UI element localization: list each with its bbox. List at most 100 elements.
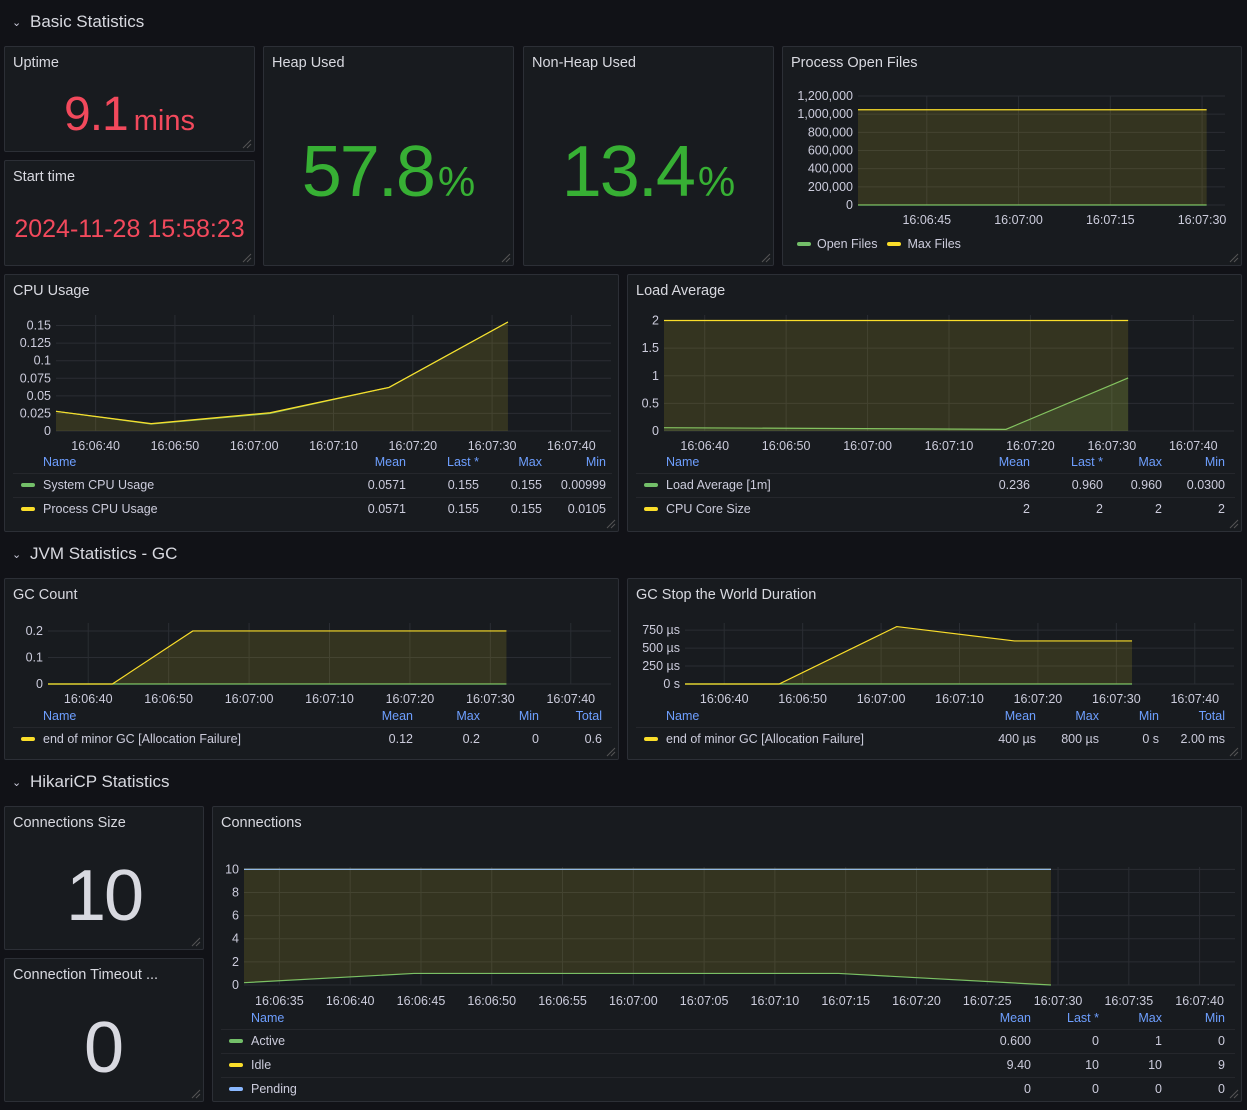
legend-header-max[interactable]: Max xyxy=(456,709,480,723)
resize-handle-icon[interactable] xyxy=(1229,747,1239,757)
legend-header-max[interactable]: Max xyxy=(1075,709,1099,723)
start-time-panel[interactable]: Start time 2024-11-28 15:58:23 xyxy=(4,160,255,266)
resize-handle-icon[interactable] xyxy=(1229,253,1239,263)
resize-handle-icon[interactable] xyxy=(1229,1089,1239,1099)
y-tick-label: 0.5 xyxy=(642,396,659,410)
legend-header-min[interactable]: Min xyxy=(518,709,539,723)
legend-header-mean[interactable]: Mean xyxy=(999,1011,1031,1025)
legend-row[interactable]: end of minor GC [Allocation Failure] 0.12… xyxy=(13,727,612,749)
legend-header-max[interactable]: Max xyxy=(1138,455,1162,469)
legend-header-mean[interactable]: Mean xyxy=(374,455,406,469)
legend-header-name[interactable]: Name xyxy=(666,455,700,469)
legend-header: Name Mean Last * Max Min xyxy=(213,1011,1241,1029)
legend-header-mean[interactable]: Mean xyxy=(1004,709,1036,723)
heap-used-panel[interactable]: Heap Used 57.8% xyxy=(263,46,514,266)
legend-header-max[interactable]: Max xyxy=(1138,1011,1162,1025)
process-open-files-panel[interactable]: Process Open Files 1,200,000 1,000,000 800… xyxy=(782,46,1242,266)
gc-stw-chart[interactable]: 750 µs 500 µs 250 µs 0 s 16:06:40 16:06:50 16:… xyxy=(628,623,1242,713)
legend-header-max[interactable]: Max xyxy=(518,455,542,469)
panel-title: GC Count xyxy=(13,587,78,603)
cpu-usage-chart[interactable]: 0.15 0.125 0.1 0.075 0.05 0.025 0 16:06:40 16:06… xyxy=(5,315,619,457)
connections-chart[interactable]: 10 8 6 4 2 0 16:06:35 16:06:40 16:06:45 16:06:50 1… xyxy=(213,857,1242,1007)
legend-header-min[interactable]: Min xyxy=(1204,1011,1225,1025)
section-jvm-statistics-gc[interactable]: ⌄ JVM Statistics - GC xyxy=(12,542,177,566)
legend-header-last[interactable]: Last * xyxy=(1071,455,1103,469)
legend-row[interactable]: Active 0.600 0 1 0 xyxy=(221,1029,1235,1051)
resize-handle-icon[interactable] xyxy=(501,253,511,263)
x-tick-label: 16:07:40 xyxy=(1170,692,1219,706)
legend-value: 2 xyxy=(1218,502,1225,516)
connections-panel[interactable]: Connections 10 8 6 4 2 0 16:06:35 16:06:40 16:06… xyxy=(212,806,1242,1102)
series-line[interactable] xyxy=(685,625,1133,685)
legend-value: 0.0571 xyxy=(367,478,406,492)
legend-row[interactable]: end of minor GC [Allocation Failure] 400 … xyxy=(636,727,1235,749)
legend-swatch xyxy=(887,242,902,246)
legend-value: 0 xyxy=(1092,1082,1099,1096)
legend-header-mean[interactable]: Mean xyxy=(998,455,1030,469)
open-files-chart[interactable]: 1,200,000 1,000,000 800,000 600,000 400,000 2… xyxy=(783,77,1242,237)
section-basic-statistics[interactable]: ⌄ Basic Statistics xyxy=(12,10,144,34)
x-tick-label: 16:06:45 xyxy=(902,213,951,227)
legend-value: 0.600 xyxy=(999,1034,1031,1048)
legend-item-max-files[interactable]: Max Files xyxy=(887,237,961,251)
panel-title: Uptime xyxy=(13,55,59,71)
legend-row[interactable]: Load Average [1m] 0.236 0.960 0.960 0.0300 xyxy=(636,473,1235,495)
legend-header-min[interactable]: Min xyxy=(585,455,606,469)
resize-handle-icon[interactable] xyxy=(606,747,616,757)
legend-item-open-files[interactable]: Open Files xyxy=(797,237,877,251)
legend-value: 0.155 xyxy=(510,502,542,516)
legend-swatch xyxy=(21,507,35,511)
gc-count-panel[interactable]: GC Count 0.2 0.1 0 16:06:40 16:06:50 16:07:00… xyxy=(4,578,619,760)
gc-stop-the-world-panel[interactable]: GC Stop the World Duration 750 µs 500 µs 2… xyxy=(627,578,1242,760)
gc-count-chart[interactable]: 0.2 0.1 0 16:06:40 16:06:50 16:07:00 16:07:10 1… xyxy=(5,623,619,713)
legend-row[interactable]: System CPU Usage 0.0571 0.155 0.155 0.00999 xyxy=(13,473,612,495)
section-title: HikariCP Statistics xyxy=(30,772,170,791)
x-tick-label: 16:06:50 xyxy=(144,692,193,706)
legend-header-total[interactable]: Total xyxy=(575,709,602,723)
legend-header-min[interactable]: Min xyxy=(1138,709,1159,723)
section-title: Basic Statistics xyxy=(30,12,145,31)
legend-row[interactable]: Process CPU Usage 0.0571 0.155 0.155 0.0105 xyxy=(13,497,612,519)
legend-header-name[interactable]: Name xyxy=(251,1011,285,1025)
series-line[interactable] xyxy=(55,321,509,425)
legend-row[interactable]: Idle 9.40 10 10 9 xyxy=(221,1053,1235,1075)
legend-header-min[interactable]: Min xyxy=(1204,455,1225,469)
legend-value: 0.6 xyxy=(584,732,602,746)
uptime-value: 9.1 mins xyxy=(5,87,254,142)
y-tick-label: 0.075 xyxy=(20,371,51,385)
resize-handle-icon[interactable] xyxy=(242,253,252,263)
uptime-panel[interactable]: Uptime 9.1 mins xyxy=(4,46,255,152)
connections-size-panel[interactable]: Connections Size 10 xyxy=(4,806,204,950)
series-line[interactable] xyxy=(663,377,1129,430)
resize-handle-icon[interactable] xyxy=(191,937,201,947)
resize-handle-icon[interactable] xyxy=(606,519,616,529)
chevron-down-icon: ⌄ xyxy=(12,16,22,29)
y-tick-label: 200,000 xyxy=(808,180,853,194)
cpu-usage-panel[interactable]: CPU Usage 0.15 0.125 0.1 0.075 0.05 0.025 0 16:… xyxy=(4,274,619,532)
load-average-panel[interactable]: Load Average 2 1.5 1 0.5 0 16:06:40 16:06:50 16… xyxy=(627,274,1242,532)
resize-handle-icon[interactable] xyxy=(191,1089,201,1099)
legend-header-total[interactable]: Total xyxy=(1198,709,1225,723)
legend-row[interactable]: Pending 0 0 0 0 xyxy=(221,1077,1235,1099)
connection-timeout-panel[interactable]: Connection Timeout ... 0 xyxy=(4,958,204,1102)
legend-header-name[interactable]: Name xyxy=(43,455,77,469)
panel-title: GC Stop the World Duration xyxy=(636,587,817,603)
resize-handle-icon[interactable] xyxy=(1229,519,1239,529)
legend-value: 0.00999 xyxy=(560,478,606,492)
legend-header-last[interactable]: Last * xyxy=(1067,1011,1099,1025)
series-line[interactable] xyxy=(243,972,1051,986)
load-average-chart[interactable]: 2 1.5 1 0.5 0 16:06:40 16:06:50 16:07:00 16:07:1… xyxy=(628,315,1242,457)
legend-header-last[interactable]: Last * xyxy=(447,455,479,469)
non-heap-used-panel[interactable]: Non-Heap Used 13.4% xyxy=(523,46,774,266)
section-hikaricp-statistics[interactable]: ⌄ HikariCP Statistics xyxy=(12,770,170,794)
series-line[interactable] xyxy=(48,630,507,685)
legend-header-mean[interactable]: Mean xyxy=(381,709,413,723)
legend-header-name[interactable]: Name xyxy=(666,709,700,723)
resize-handle-icon[interactable] xyxy=(761,253,771,263)
non-heap-used-value: 13.4% xyxy=(524,131,773,213)
legend-header-name[interactable]: Name xyxy=(43,709,77,723)
y-tick-label: 250 µs xyxy=(642,659,680,673)
x-tick-label: 16:06:50 xyxy=(151,439,200,453)
resize-handle-icon[interactable] xyxy=(242,139,252,149)
legend-row[interactable]: CPU Core Size 2 2 2 2 xyxy=(636,497,1235,519)
